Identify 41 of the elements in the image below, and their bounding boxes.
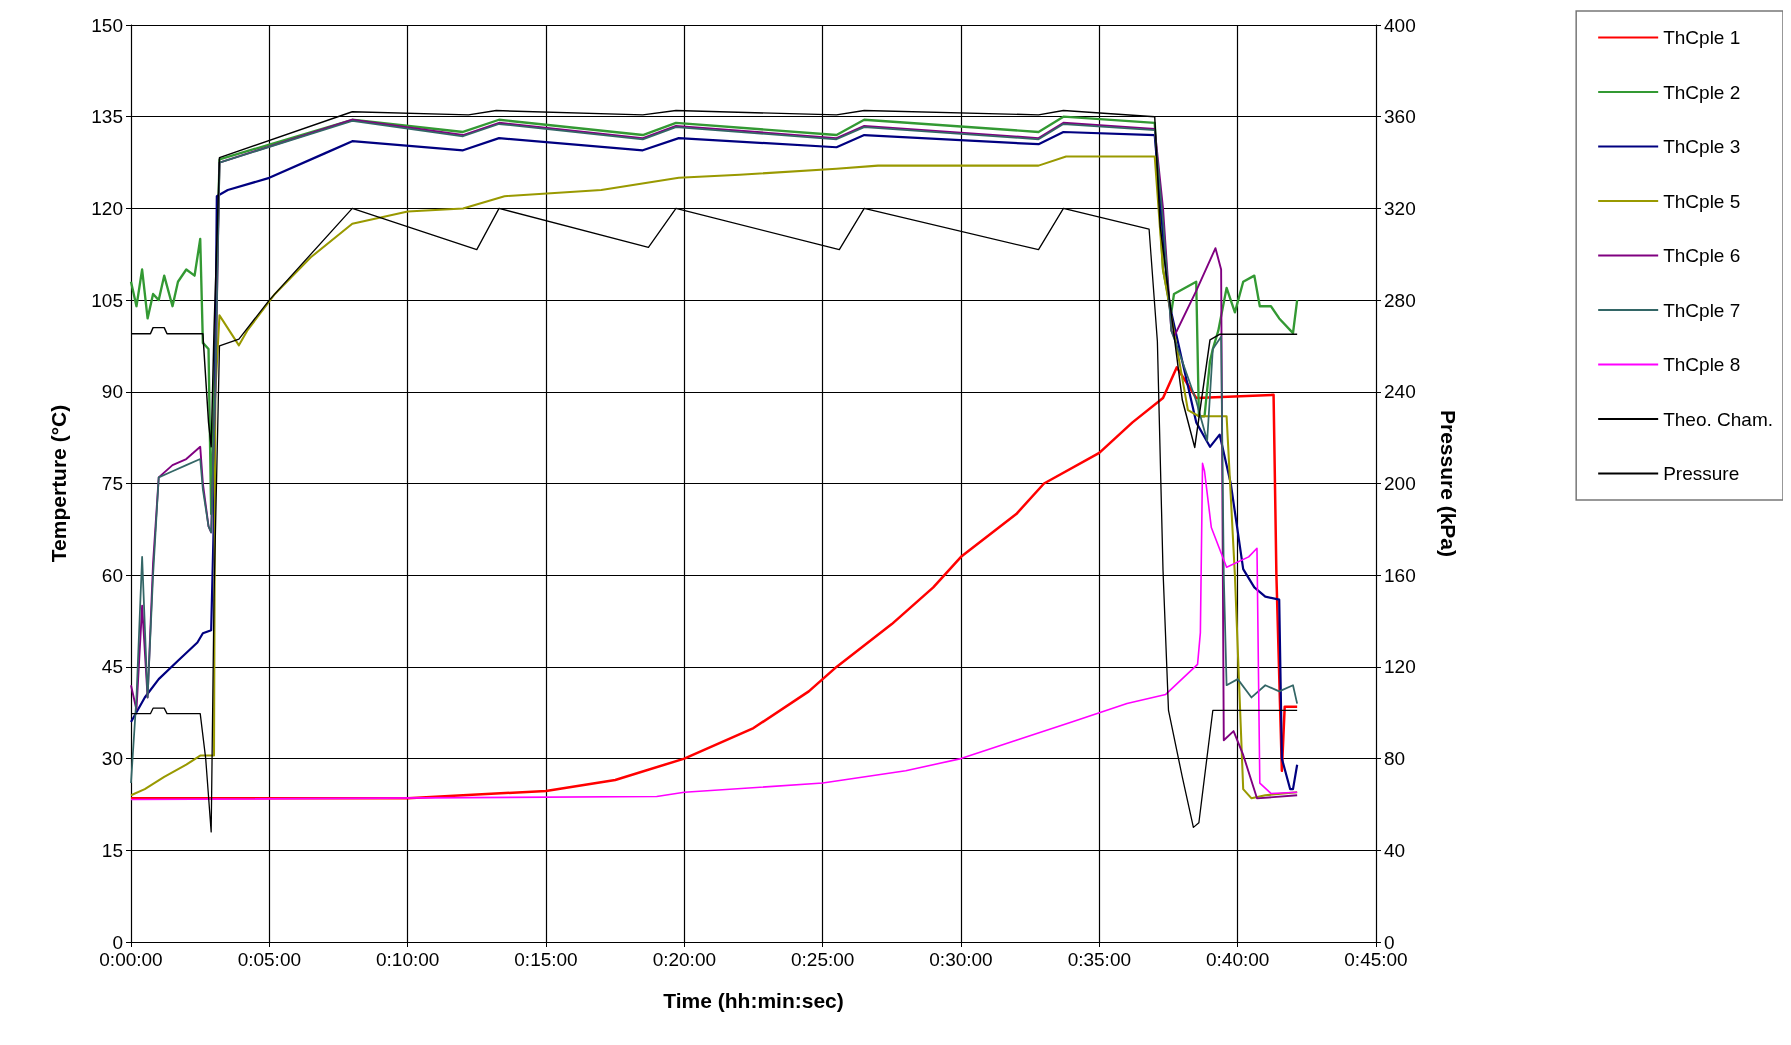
x-tick-label: 0:15:00 (514, 949, 578, 970)
y-tick-label: 15 (101, 839, 123, 861)
y2-axis-title: Pressure (kPa) (1437, 409, 1460, 558)
line-series (130, 462, 1298, 801)
y2-tick-label: 120 (1384, 656, 1416, 678)
legend-label: ThCple 1 (1663, 27, 1741, 48)
x-tick-label: 0:35:00 (1067, 949, 1132, 970)
legend-label: ThCple 6 (1663, 245, 1741, 266)
y-tick-label: 150 (91, 14, 123, 36)
x-tick-label: 0:10:00 (375, 949, 440, 970)
y2-tick-label: 200 (1384, 473, 1416, 494)
y2-tick-label: 240 (1384, 381, 1416, 403)
y2-tick-label: 360 (1384, 106, 1416, 128)
y2-tick-label: 40 (1384, 839, 1406, 861)
x-tick-label: 0:40:00 (1205, 949, 1270, 970)
legend-label: ThCple 2 (1663, 81, 1741, 103)
y-tick-label: 60 (101, 564, 123, 586)
y-tick-label: 90 (101, 381, 123, 403)
y-tick-label: 105 (91, 289, 123, 311)
legend-label: Theo. Cham. (1663, 408, 1773, 430)
y2-tick-label: 320 (1384, 197, 1416, 219)
legend-label: ThCple 5 (1663, 190, 1741, 212)
y-tick-label: 120 (91, 197, 123, 219)
y2-tick-label: 400 (1384, 14, 1416, 36)
y2-tick-label: 280 (1384, 289, 1416, 311)
x-tick-label: 0:30:00 (929, 949, 993, 970)
legend-label: ThCple 7 (1663, 299, 1741, 321)
y-tick-label: 135 (91, 106, 123, 128)
x-tick-label: 0:05:00 (237, 949, 302, 970)
y-tick-label: 75 (101, 473, 123, 494)
x-tick-label: 0:25:00 (790, 949, 855, 970)
legend-label: Pressure (1663, 463, 1740, 484)
legend-label: ThCple 3 (1663, 136, 1741, 157)
y-axis-title: Temperture (°C) (47, 404, 70, 563)
y2-tick-label: 160 (1384, 564, 1416, 586)
y2-tick-label: 80 (1384, 748, 1406, 770)
x-axis-title: Time (hh:min:sec) (663, 989, 844, 1012)
y-tick-label: 30 (101, 748, 123, 770)
legend-label: ThCple 8 (1663, 354, 1741, 375)
y-tick-label: 45 (101, 656, 123, 678)
x-tick-label: 0:20:00 (652, 949, 717, 970)
